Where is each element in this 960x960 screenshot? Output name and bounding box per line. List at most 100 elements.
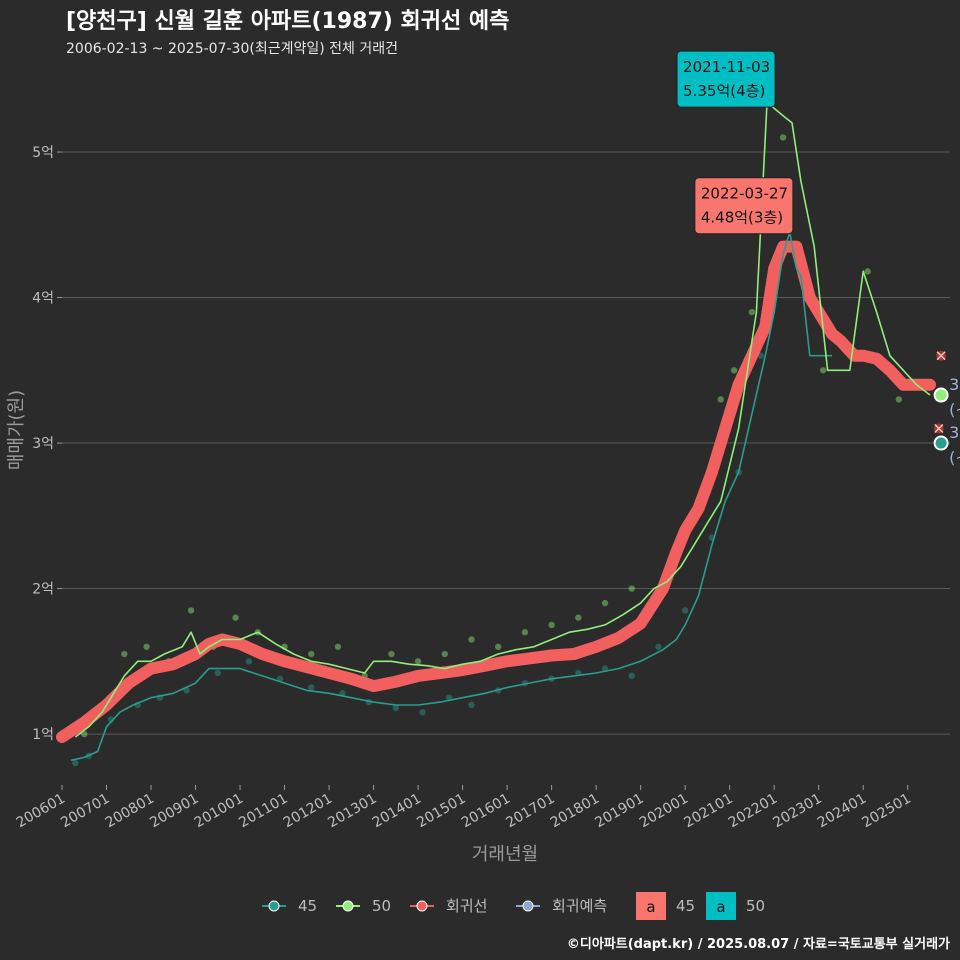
scatter-point-50: [730, 367, 738, 374]
scatter-point-50: [521, 629, 529, 636]
x-tick-label: 201601: [459, 791, 513, 832]
scatter-point-50: [779, 134, 787, 141]
annotation-date: 2021-11-03: [683, 58, 770, 76]
scatter-point-45: [419, 709, 426, 716]
x-tick-label: 201501: [414, 791, 468, 832]
scatter-point-50: [388, 650, 395, 658]
x-tick-label: 200701: [58, 791, 112, 832]
annotation-value: 5.35억(4층): [683, 82, 765, 100]
scatter-point-50: [895, 396, 903, 403]
x-tick-label: 202301: [770, 791, 824, 832]
scatter-point-45: [245, 658, 253, 665]
x-tick-label: 202201: [726, 791, 780, 832]
x-tick-label: 202501: [859, 791, 913, 832]
legend-box: [706, 892, 736, 920]
x-tick-label: 201901: [592, 791, 646, 832]
x-tick-label: 201101: [236, 791, 290, 832]
legend-dot: [268, 900, 280, 912]
scatter-point-50: [628, 585, 635, 592]
y-tick-label: 1억: [32, 727, 54, 743]
y-axis: 1억 2억 3억 4억 5억: [32, 145, 62, 743]
regression-line: [56, 240, 936, 743]
y-tick-label: 2억: [32, 582, 54, 598]
x-axis-title: 거래년월: [472, 844, 538, 865]
legend-label: 회귀선: [446, 897, 487, 915]
legend-dot: [342, 900, 354, 912]
x-tick-label: 201201: [281, 791, 335, 832]
x-tick-label: 201301: [325, 791, 379, 832]
scatter-point-50: [819, 367, 827, 374]
x-tick-label: 201401: [370, 791, 424, 832]
scatter-point-45: [72, 759, 79, 767]
scatter-point-45: [628, 672, 635, 680]
forecast-value-label: 30,000: [949, 423, 960, 442]
legend-label: 45: [298, 897, 317, 915]
y-axis-title: 매매가(원): [6, 390, 27, 470]
x-tick-label: 201801: [548, 791, 602, 832]
forecast-value-label: 33,300: [949, 375, 960, 394]
scatter-point-50: [81, 730, 88, 738]
legend-label: 회귀예측: [552, 897, 607, 915]
x-tick-label: 200601: [14, 791, 68, 832]
scatter-point-45: [655, 643, 662, 650]
legend-box: [636, 892, 666, 920]
legend: 45 50 회귀선 회귀예측 a 45 a 50: [262, 892, 765, 920]
legend-dot: [416, 900, 428, 912]
scatter-point-50: [232, 614, 239, 621]
y-tick-label: 5억: [32, 145, 54, 161]
scatter-point-45: [308, 684, 315, 691]
scatter-point-45: [757, 352, 765, 359]
legend-box-glyph: a: [716, 898, 725, 916]
y-tick-label: 3억: [32, 436, 54, 452]
scatter-point-50: [143, 643, 150, 650]
plot-area: 33,300 (~50㎡) 30,000 (~45㎡) 2021-11-03 5.35억(…: [56, 50, 960, 767]
scatter-point-50: [334, 643, 342, 650]
annotation-box: [676, 50, 776, 108]
scatter-point-50: [308, 650, 315, 658]
scatter-point-50: [717, 396, 724, 403]
scatter-point-50: [468, 636, 475, 643]
scatter-point-50: [864, 268, 871, 275]
x-tick-label: 202101: [681, 791, 735, 832]
scatter-point-50: [414, 658, 422, 665]
scatter-point-50: [187, 607, 195, 614]
grid-lines: [62, 151, 950, 735]
legend-box-label: 45: [676, 897, 695, 915]
x-tick-label: 202401: [815, 791, 869, 832]
forecast-size-label: (~45㎡): [949, 448, 960, 467]
scatter-point-45: [681, 607, 689, 614]
legend-dot: [522, 900, 534, 912]
x-tick-label: 202001: [637, 791, 691, 832]
annotation-date: 2022-03-27: [701, 185, 788, 203]
x-tick-label: 200801: [103, 791, 157, 832]
chart-subtitle: 2006-02-13 ~ 2025-07-30(최근계약일) 전체 거래건: [66, 41, 398, 57]
legend-box-glyph: a: [646, 898, 655, 916]
forecast-mark-cross: [934, 423, 944, 434]
scatter-point-50: [575, 614, 582, 621]
y-tick-label: 4억: [32, 291, 54, 307]
scatter-point-50: [495, 643, 502, 650]
scatter-point-45: [214, 669, 221, 677]
forecast-point: [933, 387, 949, 403]
scatter-point-50: [548, 621, 555, 629]
series-line-50: [74, 100, 931, 738]
scatter-point-45: [392, 704, 400, 712]
forecast-size-label: (~50㎡): [949, 400, 960, 419]
scatter-point-45: [468, 701, 475, 709]
series-line-45: [70, 231, 832, 762]
forecast-mark-cross: [936, 351, 946, 361]
forecast-point: [933, 435, 949, 451]
annotation-value: 4.48억(3층): [701, 209, 783, 227]
caption: ©디아파트(dapt.kr) / 2025.08.07 / 자료=국토교통부 실…: [567, 936, 950, 952]
chart-title: [양천구] 신월 길훈 아파트(1987) 회귀선 예측: [66, 9, 509, 34]
x-tick-label: 201701: [503, 791, 557, 832]
x-axis: 2006012007012008012009012010012011012012…: [14, 785, 914, 831]
legend-box-label: 50: [746, 897, 765, 915]
scatter-point-45: [183, 687, 190, 694]
x-tick-label: 201001: [192, 791, 246, 832]
x-tick-label: 200901: [147, 791, 201, 832]
scatter-point-50: [601, 599, 609, 607]
legend-label: 50: [372, 897, 391, 915]
scatter-point-50: [441, 650, 448, 658]
